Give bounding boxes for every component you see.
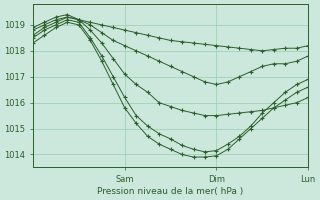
X-axis label: Pression niveau de la mer( hPa ): Pression niveau de la mer( hPa ) (98, 187, 244, 196)
